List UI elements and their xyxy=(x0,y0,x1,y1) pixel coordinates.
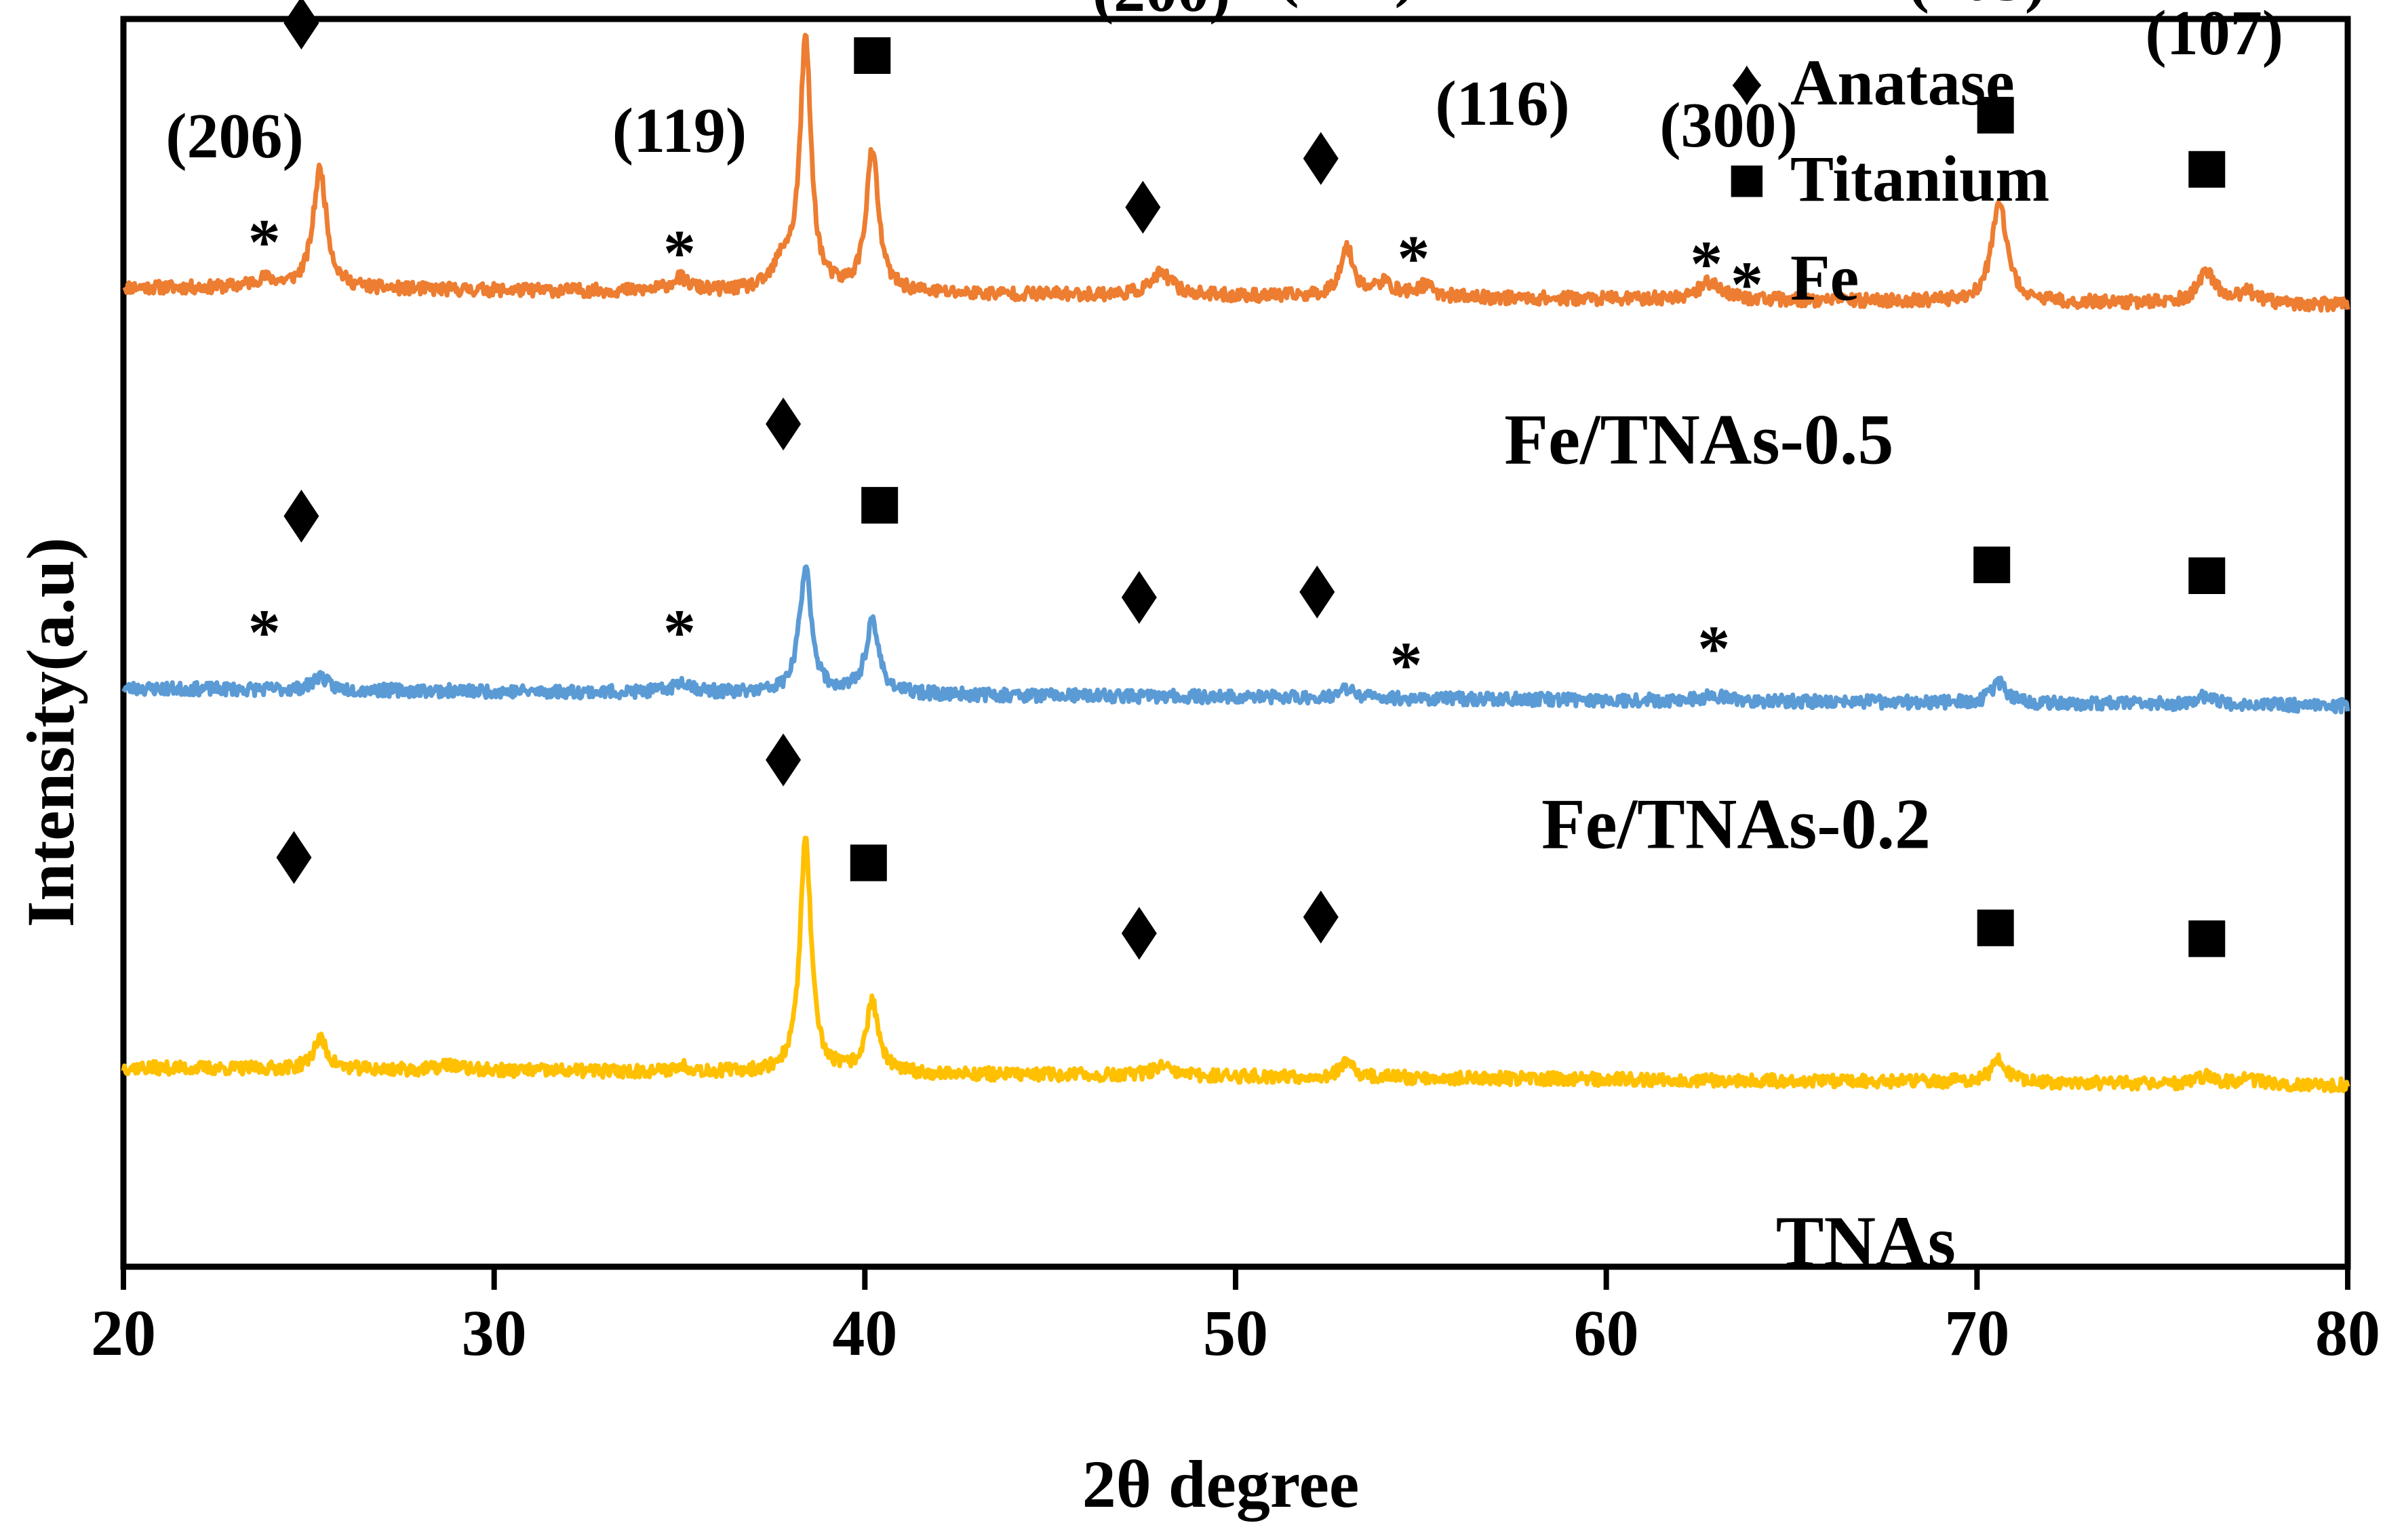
titanium-marker xyxy=(1977,96,2014,134)
hkl-label: (107) xyxy=(2145,0,2283,68)
fe-marker: * xyxy=(1690,228,1722,300)
hkl-label: (300) xyxy=(1659,90,1798,161)
fe-marker: * xyxy=(663,596,696,669)
hkl-label: (103) xyxy=(1908,0,2047,14)
x-tick-label: 40 xyxy=(832,1297,897,1369)
anatase-marker xyxy=(283,0,319,50)
legend-label-titanium: Titanium xyxy=(1790,142,2049,215)
anatase-marker xyxy=(1303,890,1339,944)
titanium-marker xyxy=(2188,151,2226,188)
titanium-marker xyxy=(850,844,887,882)
titanium-marker xyxy=(1973,547,2011,584)
hkl-label-layer: (206)(101)(119)(004)(101)(200)(105)(116)… xyxy=(165,0,2283,172)
legend-symbol-diamond: ♦ xyxy=(1731,46,1764,119)
titanium-marker xyxy=(2188,557,2226,594)
legend: ♦ Anatase ■ Titanium * Fe xyxy=(1727,46,2049,321)
series-line xyxy=(121,564,2350,715)
legend-symbol-asterisk: * xyxy=(1731,248,1763,321)
marker-layer: * * * ** * * * xyxy=(248,0,2226,960)
legend-symbol-square: ■ xyxy=(1727,142,1767,215)
anatase-marker xyxy=(283,490,319,543)
hkl-label: (200) xyxy=(1092,0,1231,25)
sample-label: Fe/TNAs-0.5 xyxy=(1504,399,1893,479)
anatase-marker xyxy=(1303,132,1339,185)
anatase-marker xyxy=(1125,180,1161,234)
anatase-marker xyxy=(766,733,802,787)
fe-marker: * xyxy=(1697,612,1730,685)
anatase-marker xyxy=(1121,907,1157,960)
anatase-marker xyxy=(1299,565,1335,618)
hkl-label: (105) xyxy=(1278,0,1416,9)
hkl-label: (119) xyxy=(612,96,747,166)
hkl-label: (206) xyxy=(165,101,304,172)
titanium-marker xyxy=(861,487,899,524)
hkl-label: (116) xyxy=(1435,68,1569,139)
x-tick-label: 60 xyxy=(1574,1297,1639,1369)
series-line xyxy=(121,835,2350,1094)
x-tick-label: 20 xyxy=(91,1297,156,1369)
titanium-marker xyxy=(2188,920,2226,957)
sample-label: Fe/TNAs-0.2 xyxy=(1541,785,1931,864)
titanium-marker xyxy=(854,37,891,74)
anatase-marker xyxy=(1121,570,1157,624)
x-axis-title: 2θ degree xyxy=(1082,1446,1360,1522)
x-tick-label: 70 xyxy=(1944,1297,2009,1369)
fe-marker: * xyxy=(248,206,281,279)
fe-marker: * xyxy=(1390,629,1422,701)
fe-marker: * xyxy=(1397,222,1430,295)
sample-label-layer: Fe/TNAs-0.5 Fe/TNAs-0.2 TNAs xyxy=(1504,399,1956,1281)
anatase-marker xyxy=(276,831,312,884)
fe-marker: * xyxy=(248,596,281,669)
series-layer xyxy=(121,33,2350,1094)
series-line xyxy=(122,33,2350,313)
fe-marker: * xyxy=(663,217,696,290)
x-tick-label: 50 xyxy=(1203,1297,1268,1369)
x-tick-layer: 20 30 40 50 60 70 80 xyxy=(91,1267,2380,1369)
legend-label-anatase: Anatase xyxy=(1790,46,2015,119)
titanium-marker xyxy=(1977,909,2014,947)
anatase-marker xyxy=(766,397,802,451)
x-tick-label: 30 xyxy=(462,1297,527,1369)
legend-label-fe: Fe xyxy=(1790,241,1859,314)
y-axis-title: Intensity(a.u) xyxy=(13,537,88,927)
x-tick-label: 80 xyxy=(2315,1297,2380,1369)
sample-label: TNAs xyxy=(1776,1202,1956,1281)
